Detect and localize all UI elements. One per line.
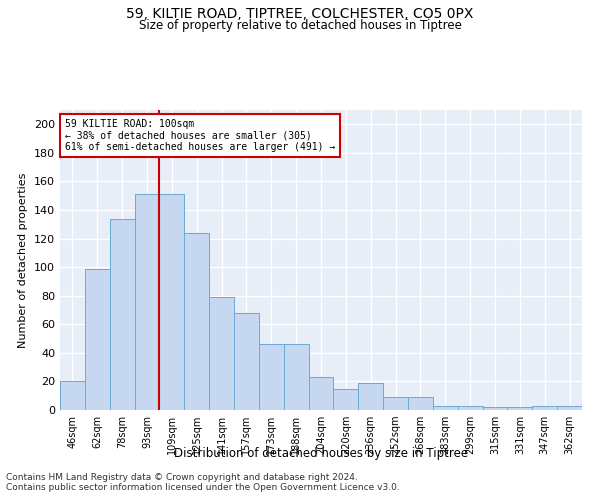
Text: 59 KILTIE ROAD: 100sqm
← 38% of detached houses are smaller (305)
61% of semi-de: 59 KILTIE ROAD: 100sqm ← 38% of detached… [65,119,335,152]
Bar [482,407,508,410]
Bar [458,406,482,410]
Bar [110,218,134,410]
Text: Distribution of detached houses by size in Tiptree: Distribution of detached houses by size … [174,448,468,460]
Bar [334,388,358,410]
Bar [408,397,433,410]
Bar [85,268,110,410]
Bar [284,344,308,410]
Bar [184,233,209,410]
Y-axis label: Number of detached properties: Number of detached properties [19,172,28,348]
Bar [557,406,582,410]
Text: Contains HM Land Registry data © Crown copyright and database right 2024.: Contains HM Land Registry data © Crown c… [6,472,358,482]
Bar [259,344,284,410]
Bar [308,377,334,410]
Bar [532,406,557,410]
Bar [433,406,458,410]
Text: 59, KILTIE ROAD, TIPTREE, COLCHESTER, CO5 0PX: 59, KILTIE ROAD, TIPTREE, COLCHESTER, CO… [127,8,473,22]
Bar [383,397,408,410]
Bar [508,407,532,410]
Bar [358,383,383,410]
Bar [209,297,234,410]
Text: Contains public sector information licensed under the Open Government Licence v3: Contains public sector information licen… [6,482,400,492]
Bar [160,194,184,410]
Bar [234,313,259,410]
Bar [134,194,160,410]
Bar [60,382,85,410]
Text: Size of property relative to detached houses in Tiptree: Size of property relative to detached ho… [139,18,461,32]
